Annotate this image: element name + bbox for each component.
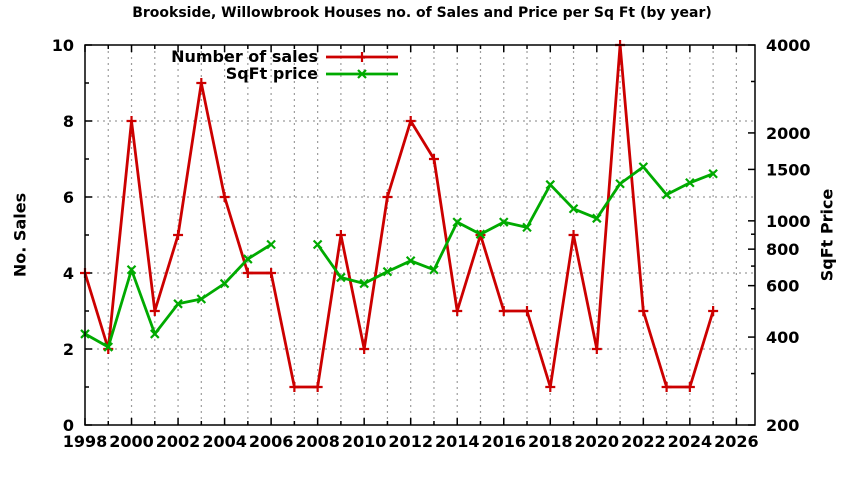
svg-text:4: 4 xyxy=(63,264,74,283)
svg-text:2004: 2004 xyxy=(202,432,247,451)
svg-text:10: 10 xyxy=(52,36,74,55)
svg-text:2016: 2016 xyxy=(481,432,526,451)
series-sqft-price xyxy=(80,162,718,352)
svg-text:2024: 2024 xyxy=(668,432,713,451)
svg-text:8: 8 xyxy=(63,112,74,131)
svg-text:200: 200 xyxy=(766,416,799,435)
legend-label-0: Number of sales xyxy=(171,47,318,66)
right-axis-ticks xyxy=(748,44,755,426)
x-axis-tick-labels: 1998 2000 2002 2004 2006 2008 2010 2012 2014 2016… xyxy=(63,432,759,451)
svg-text:2010: 2010 xyxy=(342,432,387,451)
svg-text:400: 400 xyxy=(766,328,799,347)
svg-text:2018: 2018 xyxy=(528,432,573,451)
svg-text:1500: 1500 xyxy=(766,160,811,179)
right-axis-label: SqFt Price xyxy=(817,188,837,282)
svg-text:2: 2 xyxy=(63,340,74,359)
svg-text:0: 0 xyxy=(63,416,74,435)
svg-text:2012: 2012 xyxy=(388,432,433,451)
right-axis-tick-labels: 200 400 600 800 1000 1500 2000 4000 xyxy=(766,36,811,435)
svg-text:2008: 2008 xyxy=(295,432,340,451)
svg-text:4000: 4000 xyxy=(766,36,811,55)
svg-text:800: 800 xyxy=(766,240,799,259)
left-axis-ticks xyxy=(85,44,92,426)
svg-text:600: 600 xyxy=(766,277,799,296)
svg-text:1998: 1998 xyxy=(63,432,108,451)
svg-text:2026: 2026 xyxy=(714,432,759,451)
svg-text:2014: 2014 xyxy=(435,432,480,451)
svg-text:2022: 2022 xyxy=(621,432,666,451)
svg-text:2020: 2020 xyxy=(575,432,620,451)
chart-title: Brookside, Willowbrook Houses no. of Sal… xyxy=(132,5,712,21)
svg-text:2006: 2006 xyxy=(249,432,294,451)
svg-text:2000: 2000 xyxy=(766,124,811,143)
left-axis-label: No. Sales xyxy=(10,192,30,278)
series-number-of-sales xyxy=(80,40,719,392)
grid xyxy=(85,45,755,425)
legend-label-1: SqFt price xyxy=(226,64,318,83)
svg-text:2000: 2000 xyxy=(109,432,154,451)
svg-text:2002: 2002 xyxy=(156,432,201,451)
svg-text:1000: 1000 xyxy=(766,212,811,231)
plot-border xyxy=(84,44,756,426)
svg-text:6: 6 xyxy=(63,188,74,207)
left-axis-tick-labels: 0 2 4 6 8 10 xyxy=(52,36,74,435)
